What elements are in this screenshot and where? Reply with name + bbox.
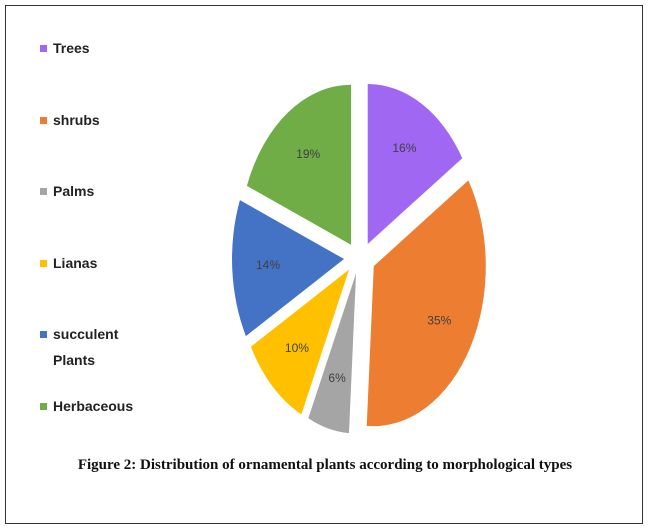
chart-title: Figure 2: Distribution of ornamental pla… — [77, 457, 573, 473]
legend-swatch — [40, 402, 47, 410]
legend-item: succulent Plants — [40, 321, 130, 373]
legend-item: Palms — [40, 178, 130, 204]
data-label: 16% — [392, 141, 416, 155]
pie-slice — [367, 83, 463, 244]
data-label: 10% — [285, 341, 309, 355]
legend-label: Lianas — [53, 254, 98, 271]
legend-item: Herbaceous — [40, 393, 134, 419]
pie-slice — [308, 273, 357, 434]
chart-frame — [5, 5, 643, 524]
legend-swatch — [40, 116, 47, 124]
legend-item: shrubs — [40, 107, 130, 133]
legend-label: shrubs — [53, 111, 100, 128]
data-label: 35% — [427, 314, 451, 328]
legend-item: Lianas — [40, 250, 130, 276]
legend-swatch — [40, 259, 47, 267]
legend-label: succulent Plants — [53, 326, 119, 368]
legend-label: Palms — [53, 183, 95, 199]
legend-label: Herbaceous — [53, 397, 134, 414]
pie-slice — [232, 200, 345, 337]
data-label: 14% — [256, 258, 280, 272]
legend-swatch — [40, 45, 47, 52]
pie-slice — [250, 269, 350, 415]
legend-swatch — [40, 331, 47, 338]
legend-label: Trees — [53, 40, 90, 56]
legend-item: Trees — [40, 35, 130, 61]
pie-slice — [366, 180, 486, 427]
pie-slice — [246, 84, 352, 245]
data-label: 6% — [328, 371, 346, 385]
legend-swatch — [40, 188, 47, 195]
data-label: 19% — [296, 147, 320, 161]
